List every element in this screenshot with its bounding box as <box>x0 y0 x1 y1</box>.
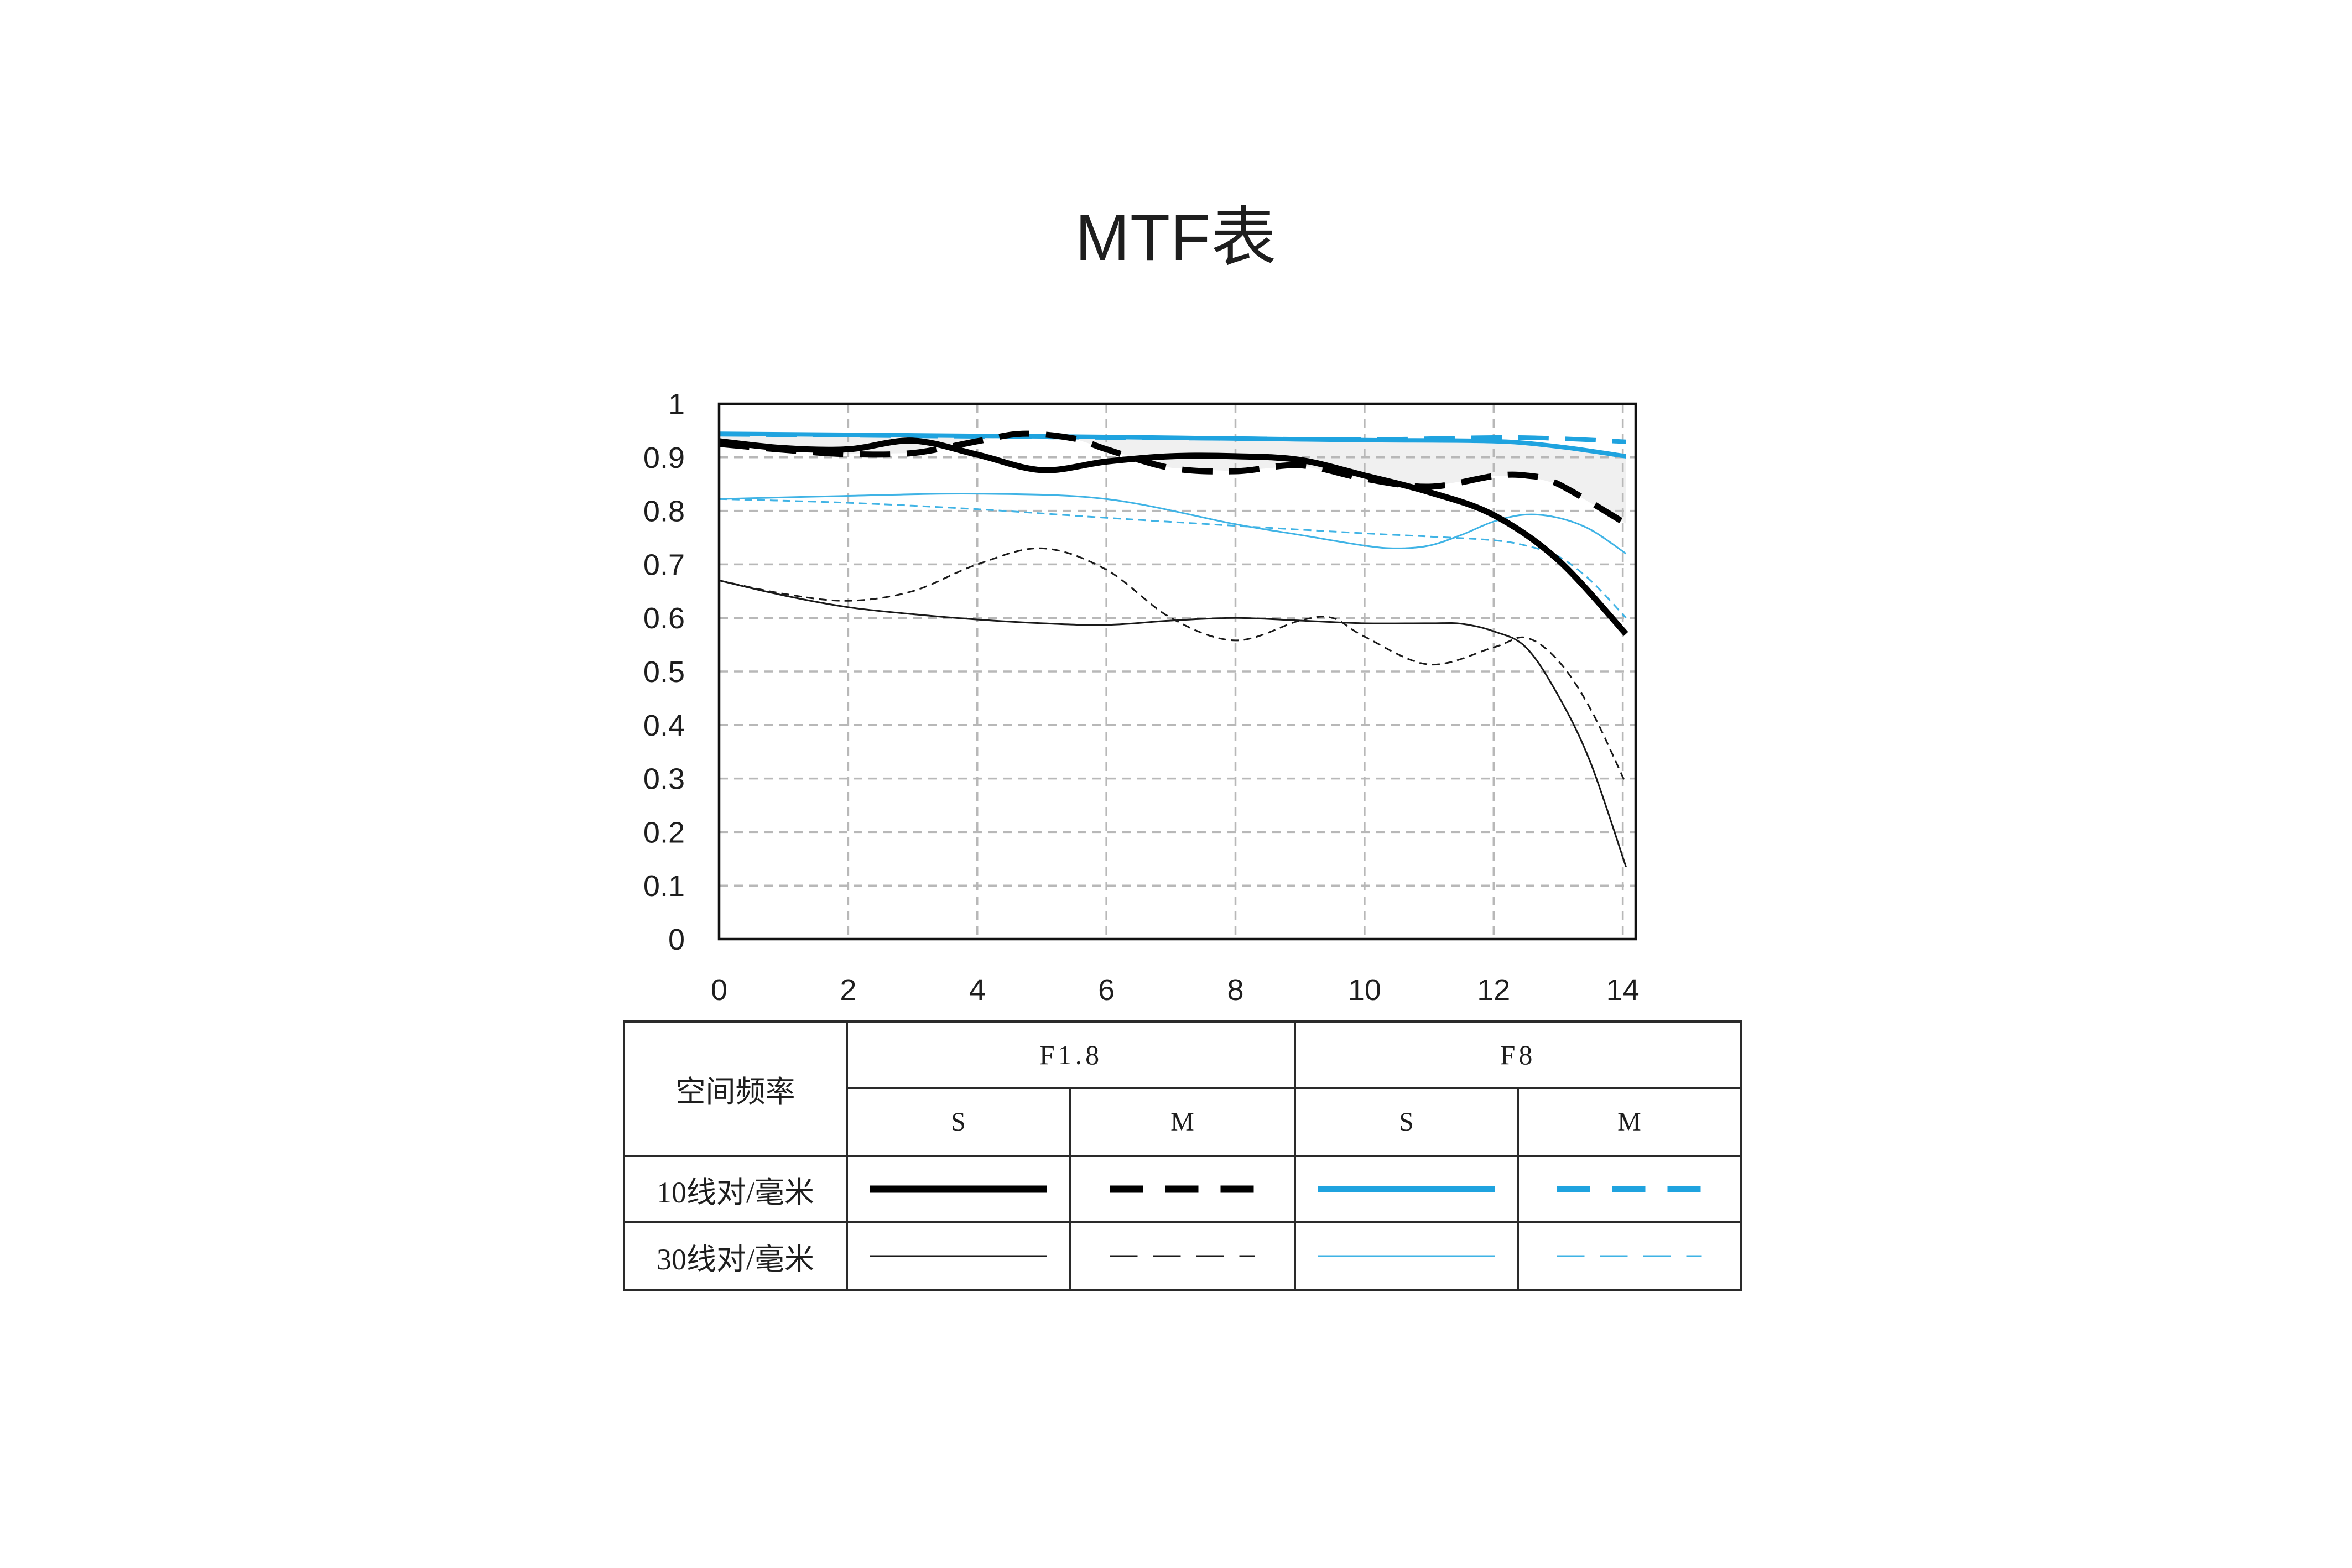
legend-orientation-row: S M S M <box>624 1087 1742 1157</box>
y-tick-label: 0.4 <box>643 709 685 742</box>
series-line-0 <box>719 437 1628 636</box>
series-line-2 <box>719 431 1627 459</box>
legend-cell <box>1069 1155 1296 1223</box>
orientation-m-f8: M <box>1517 1087 1742 1157</box>
legend-cell <box>1294 1155 1519 1223</box>
legend-cell <box>1294 1221 1519 1291</box>
y-tick-label: 0.3 <box>643 763 685 796</box>
x-tick-label: 4 <box>969 973 986 1007</box>
aperture-header-f1-8: F1.8 <box>846 1020 1296 1089</box>
legend-swatch-f1-8-10-m <box>1110 1185 1255 1193</box>
gridlines <box>719 404 1636 939</box>
y-tick-label: 1 <box>668 388 685 421</box>
legend-table: 空间频率 F1.8 F8 S M S M 10线对/毫米 30线对/毫米 <box>623 1020 1742 1291</box>
legend-cell <box>846 1221 1071 1291</box>
series-line-4 <box>719 579 1627 867</box>
y-tick-label: 0.7 <box>643 548 685 581</box>
y-tick-label: 0.8 <box>643 495 685 528</box>
y-tick-label: 0.6 <box>643 602 685 635</box>
legend-swatch-f1-8-10-s <box>870 1185 1047 1193</box>
y-axis-tick-labels: 1 0.9 0.8 0.7 0.6 0.5 0.4 0.3 0.2 0.1 0 <box>643 388 685 956</box>
plot-frame <box>717 402 1637 941</box>
legend-cell <box>846 1155 1071 1223</box>
x-tick-label: 10 <box>1348 973 1381 1007</box>
x-tick-label: 12 <box>1477 973 1510 1007</box>
aperture-header-f8: F8 <box>1294 1020 1742 1089</box>
legend-header-row: 空间频率 F1.8 F8 <box>623 1020 1742 1157</box>
series-line-5 <box>719 547 1627 784</box>
legend-row-10lp: 10线对/毫米 <box>623 1155 1742 1223</box>
x-tick-label: 8 <box>1227 973 1243 1007</box>
legend-cell <box>1517 1155 1742 1223</box>
orientation-m-f1-8: M <box>1069 1087 1296 1157</box>
series-line-6 <box>719 492 1627 555</box>
legend-swatch-f1-8-30-s <box>870 1255 1047 1257</box>
y-tick-label: 0.9 <box>643 441 685 475</box>
legend-swatch-f8-30-m <box>1557 1255 1702 1257</box>
x-tick-label: 2 <box>840 973 856 1007</box>
x-tick-label: 0 <box>711 973 727 1007</box>
orientation-s-f8: S <box>1294 1087 1519 1157</box>
x-axis-tick-labels: 0 2 4 6 8 10 12 14 <box>711 973 1640 1007</box>
chart-title: MTF表 <box>1075 201 1277 274</box>
legend-row-30lp: 30线对/毫米 <box>623 1221 1742 1291</box>
shaded-band-layer <box>719 434 1626 524</box>
spatial-frequency-header: 空间频率 <box>623 1020 848 1157</box>
series-line-1 <box>719 430 1628 527</box>
legend-swatch-f8-10-m <box>1557 1186 1702 1192</box>
mtf-chart: 0 2 4 6 8 10 12 14 1 0.9 0.8 0.7 0.6 0.5 0.4 0.3 0.2 0.1… <box>643 388 1640 1007</box>
x-tick-label: 14 <box>1606 973 1640 1007</box>
row-label-10lp: 10线对/毫米 <box>623 1155 848 1223</box>
orientation-s-f1-8: S <box>846 1087 1071 1157</box>
y-tick-label: 0 <box>668 923 685 956</box>
series-line-7 <box>719 498 1627 619</box>
y-tick-label: 0.2 <box>643 816 685 849</box>
legend-swatch-f8-10-s <box>1318 1186 1495 1192</box>
legend-cell <box>1517 1221 1742 1291</box>
legend-swatch-f1-8-30-m <box>1110 1255 1255 1257</box>
x-tick-label: 6 <box>1098 973 1115 1007</box>
row-label-30lp: 30线对/毫米 <box>623 1221 848 1291</box>
shaded-band <box>719 434 1626 524</box>
legend-swatch-f8-30-s <box>1318 1255 1495 1257</box>
series-lines <box>719 430 1628 867</box>
y-tick-label: 0.5 <box>643 655 685 689</box>
y-tick-label: 0.1 <box>643 869 685 903</box>
plot-area-border <box>717 402 1637 941</box>
legend-cell <box>1069 1221 1296 1291</box>
